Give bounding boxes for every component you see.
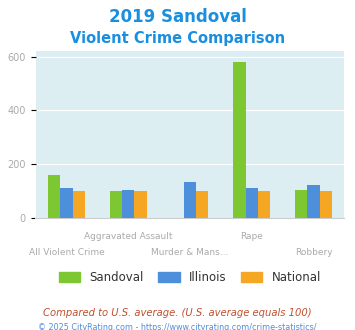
Bar [184, 182, 196, 218]
Bar [233, 62, 246, 218]
Text: Rape: Rape [240, 232, 263, 241]
Text: Violent Crime Comparison: Violent Crime Comparison [70, 31, 285, 46]
Text: Compared to U.S. average. (U.S. average equals 100): Compared to U.S. average. (U.S. average … [43, 308, 312, 317]
Bar [60, 188, 72, 218]
Bar [48, 175, 60, 218]
Bar [320, 191, 332, 218]
Text: Robbery: Robbery [295, 248, 332, 257]
Bar [246, 188, 258, 218]
Text: 2019 Sandoval: 2019 Sandoval [109, 8, 246, 26]
Text: Murder & Mans...: Murder & Mans... [151, 248, 229, 257]
Bar [258, 191, 270, 218]
Legend: Sandoval, Illinois, National: Sandoval, Illinois, National [54, 266, 326, 288]
Text: © 2025 CityRating.com - https://www.cityrating.com/crime-statistics/: © 2025 CityRating.com - https://www.city… [38, 323, 317, 330]
Bar [295, 189, 307, 218]
Text: All Violent Crime: All Violent Crime [28, 248, 104, 257]
Bar [307, 185, 320, 218]
Bar [134, 191, 147, 218]
Bar [72, 191, 85, 218]
Bar [110, 191, 122, 218]
Bar [122, 189, 134, 218]
Bar [196, 191, 208, 218]
Text: Aggravated Assault: Aggravated Assault [84, 232, 173, 241]
